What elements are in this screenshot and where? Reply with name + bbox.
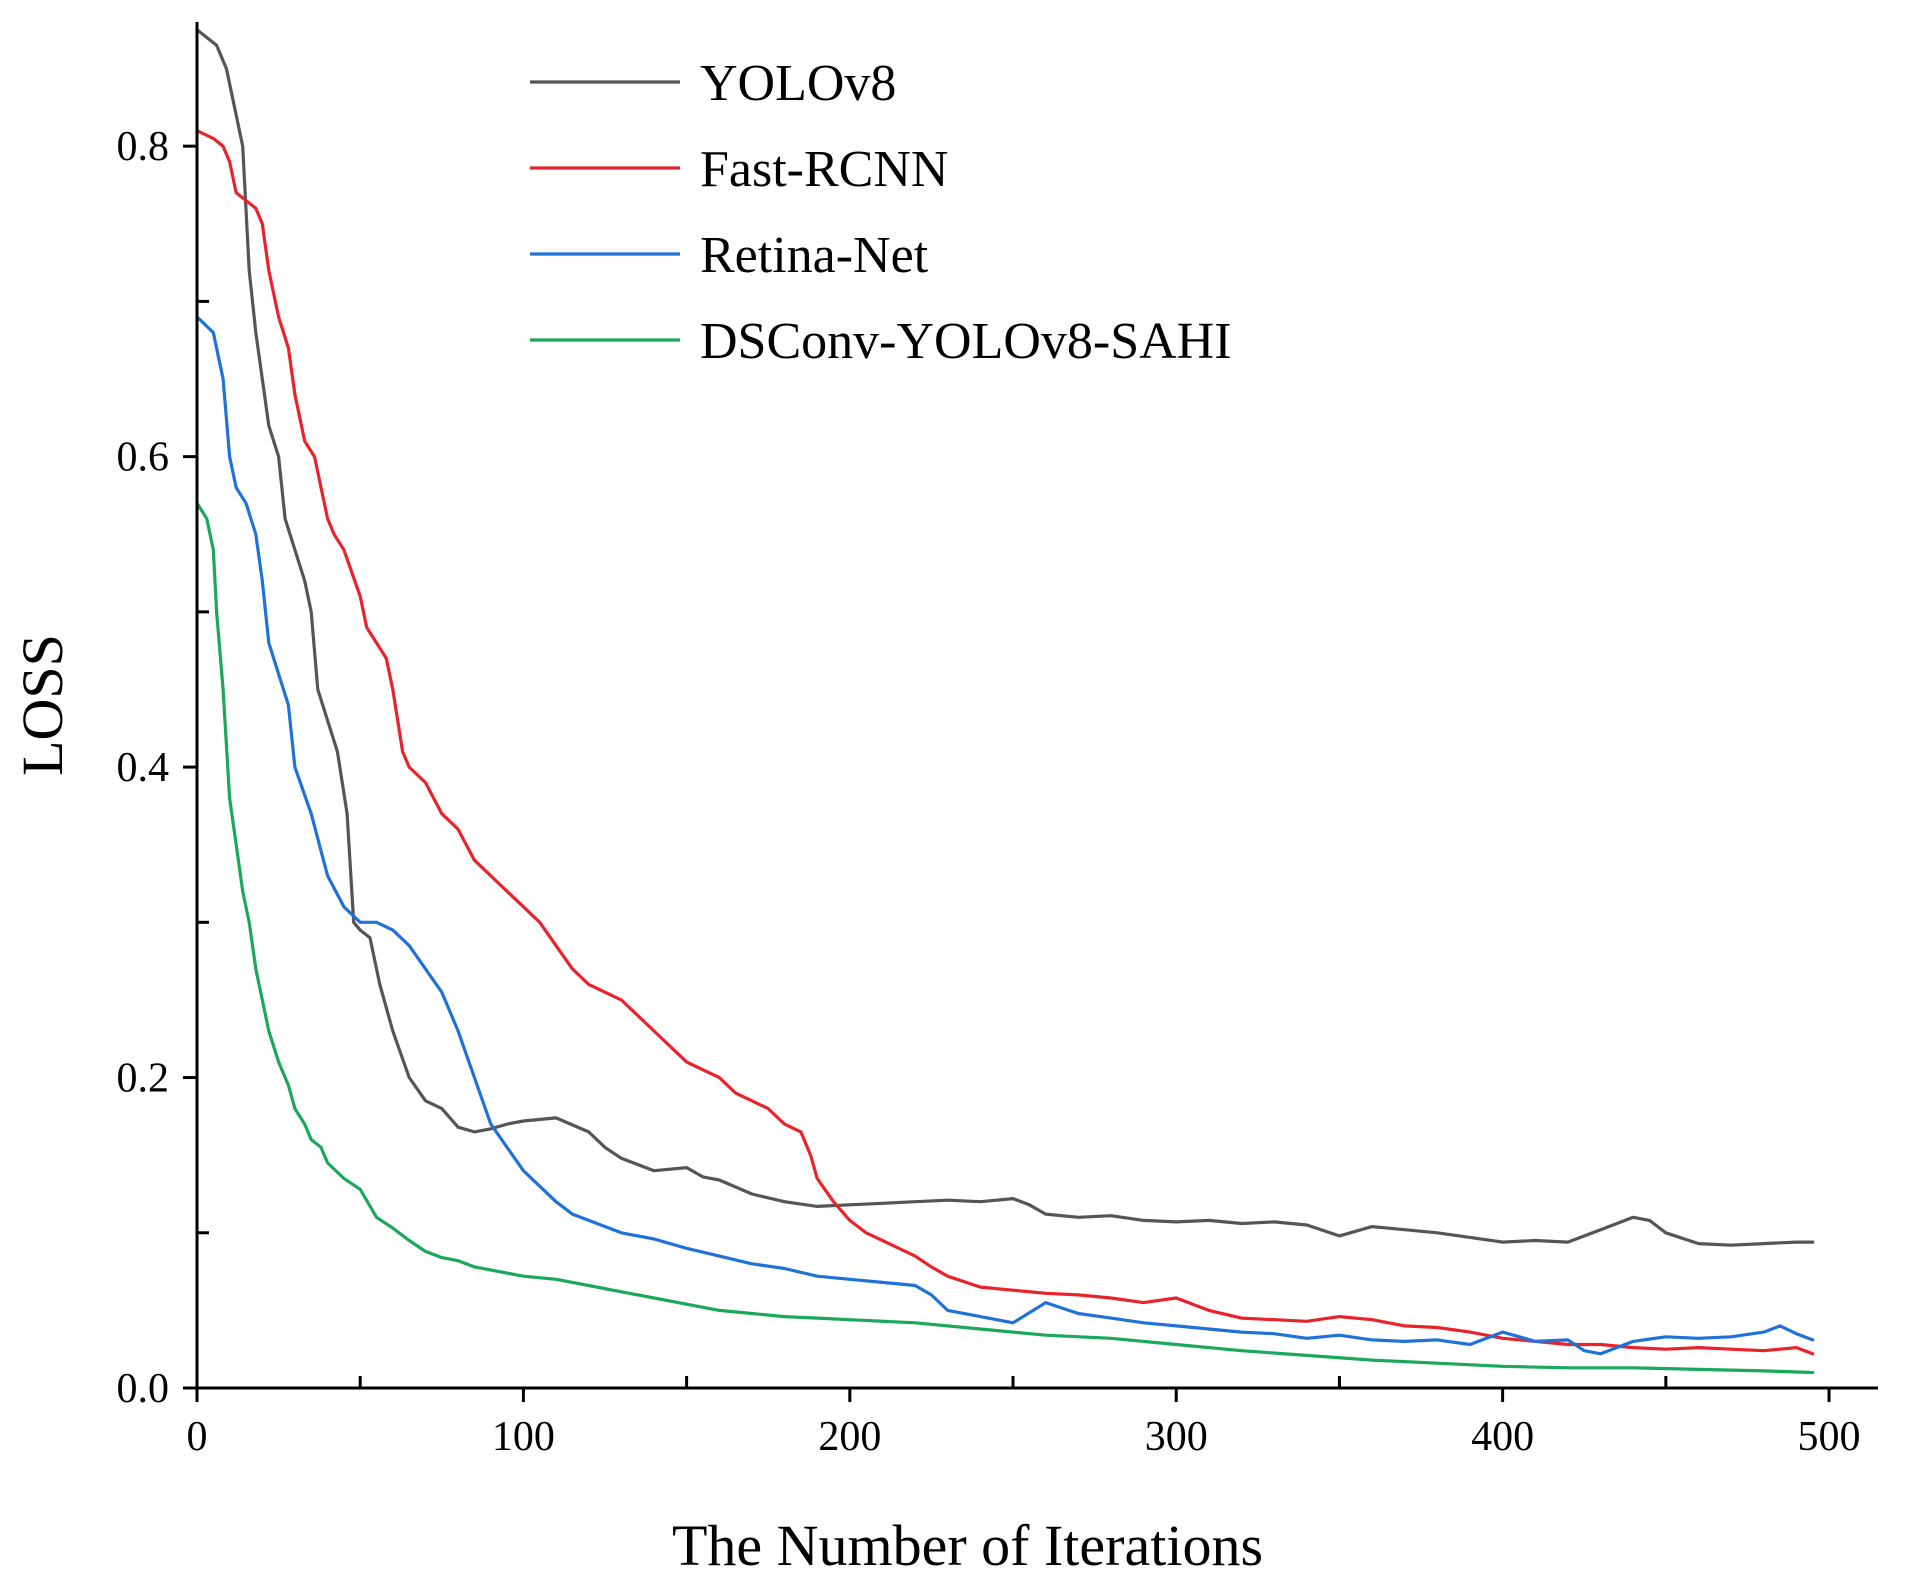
y-tick-label: 0.0 xyxy=(117,1366,170,1412)
y-tick-label: 0.4 xyxy=(117,745,170,791)
series-line-dsconv-yolov8-sahi xyxy=(195,501,1815,1375)
y-tick-label: 0.8 xyxy=(117,124,170,170)
x-tick-label: 300 xyxy=(1145,1414,1208,1460)
legend-label-dsconv-yolov8-sahi: DSConv-YOLOv8-SAHI xyxy=(700,313,1232,370)
legend-label-fast-rcnn: Fast-RCNN xyxy=(700,141,948,198)
legend-label-yolov8: YOLOv8 xyxy=(700,55,896,112)
legend: YOLOv8 Fast-RCNN Retina-Net DSConv-YOLOv8-S… xyxy=(530,55,1232,370)
series-line-yolov8 xyxy=(195,28,1815,1247)
y-axis-title: LOSS xyxy=(10,634,75,776)
series-line-retina-net xyxy=(195,315,1815,1356)
y-tick-label: 0.6 xyxy=(117,435,170,481)
ticks-layer xyxy=(183,144,1831,1402)
x-tick-label: 500 xyxy=(1798,1414,1861,1460)
series-layer xyxy=(195,28,1815,1375)
series-line-fast-rcnn xyxy=(195,129,1815,1356)
x-axis-title: The Number of Iterations xyxy=(672,1513,1263,1578)
y-tick-label: 0.2 xyxy=(117,1056,170,1102)
x-tick-label: 400 xyxy=(1471,1414,1534,1460)
axes-layer xyxy=(195,22,1878,1390)
legend-label-retina-net: Retina-Net xyxy=(700,227,929,284)
labels-layer: 0 100 200 300 400 500 0.0 0.2 0.4 0.6 0.8 The Numbe… xyxy=(10,124,1861,1578)
x-tick-label: 0 xyxy=(187,1414,208,1460)
x-tick-label: 100 xyxy=(492,1414,555,1460)
x-tick-label: 200 xyxy=(818,1414,881,1460)
